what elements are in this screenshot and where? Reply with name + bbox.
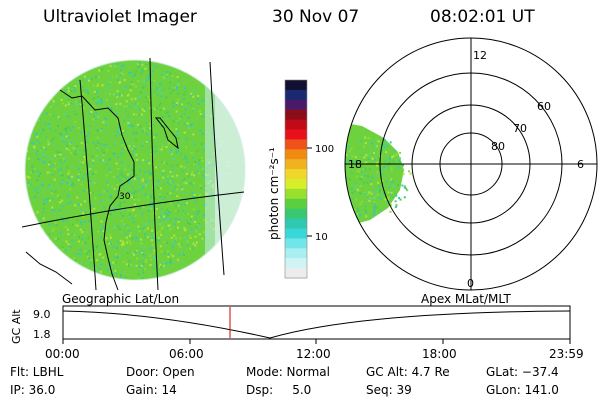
colorbar-tick-100: 100 xyxy=(315,144,334,155)
colorbar-step xyxy=(285,238,307,249)
gc-alt-info: GC Alt: 4.7 Re xyxy=(366,365,450,379)
aurora-speckle xyxy=(25,62,231,280)
lon-line xyxy=(209,61,225,276)
geo-caption: Geographic Lat/Lon xyxy=(62,292,180,306)
time-label: 08:02:01 UT xyxy=(430,7,535,27)
coastline xyxy=(59,89,135,291)
colorbar-step xyxy=(285,258,307,269)
time-tick: 18:00 xyxy=(422,347,457,361)
colorbar-step xyxy=(285,119,307,131)
lon-line xyxy=(79,79,97,291)
colorbar-step xyxy=(285,149,307,160)
coastline xyxy=(25,251,73,285)
mlt-18: 18 xyxy=(348,158,362,171)
colorbar-step xyxy=(285,268,307,279)
colorbar-tick-10: 10 xyxy=(315,232,328,243)
alt-tick-9: 9.0 xyxy=(33,308,51,321)
colorbar-step xyxy=(285,80,307,91)
altitude-curve xyxy=(62,310,571,339)
mode-info: Mode: Normal xyxy=(246,365,330,379)
colorbar-step xyxy=(285,159,307,170)
colorbar-step xyxy=(285,139,307,150)
time-tick: 06:00 xyxy=(169,347,204,361)
colorbar-step xyxy=(285,208,307,220)
mlat-70: 70 xyxy=(513,122,527,135)
colorbar-step xyxy=(285,129,307,140)
mlat-80: 80 xyxy=(491,140,505,153)
mlt-6: 6 xyxy=(577,158,584,171)
time-tick: 23:59 xyxy=(549,347,584,361)
glat-info: GLat: −37.4 xyxy=(486,365,559,379)
lat-label: 30 xyxy=(119,192,131,202)
door-info: Door: Open xyxy=(126,365,195,379)
glon-info: GLon: 141.0 xyxy=(486,383,559,397)
filter-info: Flt: LBHL xyxy=(10,365,64,379)
gain-info: Gain: 14 xyxy=(126,383,177,397)
instrument-title: Ultraviolet Imager xyxy=(43,7,197,27)
time-tick: 00:00 xyxy=(45,347,80,361)
alt-tick-1.8: 1.8 xyxy=(33,328,51,341)
colorbar-step xyxy=(285,109,307,121)
colorbar-step xyxy=(285,179,307,190)
lat-line xyxy=(21,191,245,228)
colorbar-title: photon cm⁻²s⁻¹ xyxy=(267,147,281,240)
alt-ylabel: GC Alt xyxy=(10,309,23,344)
colorbar-step xyxy=(285,228,307,239)
mlat-60: 60 xyxy=(537,100,551,113)
date-label: 30 Nov 07 xyxy=(272,7,360,27)
time-tick: 12:00 xyxy=(296,347,331,361)
colorbar-step xyxy=(285,89,307,101)
polar-caption: Apex MLat/MLT xyxy=(421,292,511,306)
colorbar-step xyxy=(285,99,307,111)
colorbar-scale xyxy=(285,80,307,279)
colorbar-step xyxy=(285,188,307,200)
seq-info: Seq: 39 xyxy=(366,383,412,397)
ip-info: IP: 36.0 xyxy=(10,383,56,397)
lon-line xyxy=(149,57,159,291)
colorbar-step xyxy=(285,198,307,210)
mlt-0: 0 xyxy=(467,277,474,290)
coastline xyxy=(154,117,179,150)
colorbar-step xyxy=(285,218,307,230)
mlt-12: 12 xyxy=(473,49,487,62)
colorbar-step xyxy=(285,248,307,259)
dsp-info: Dsp: 5.0 xyxy=(246,383,312,397)
colorbar-step xyxy=(285,169,307,180)
